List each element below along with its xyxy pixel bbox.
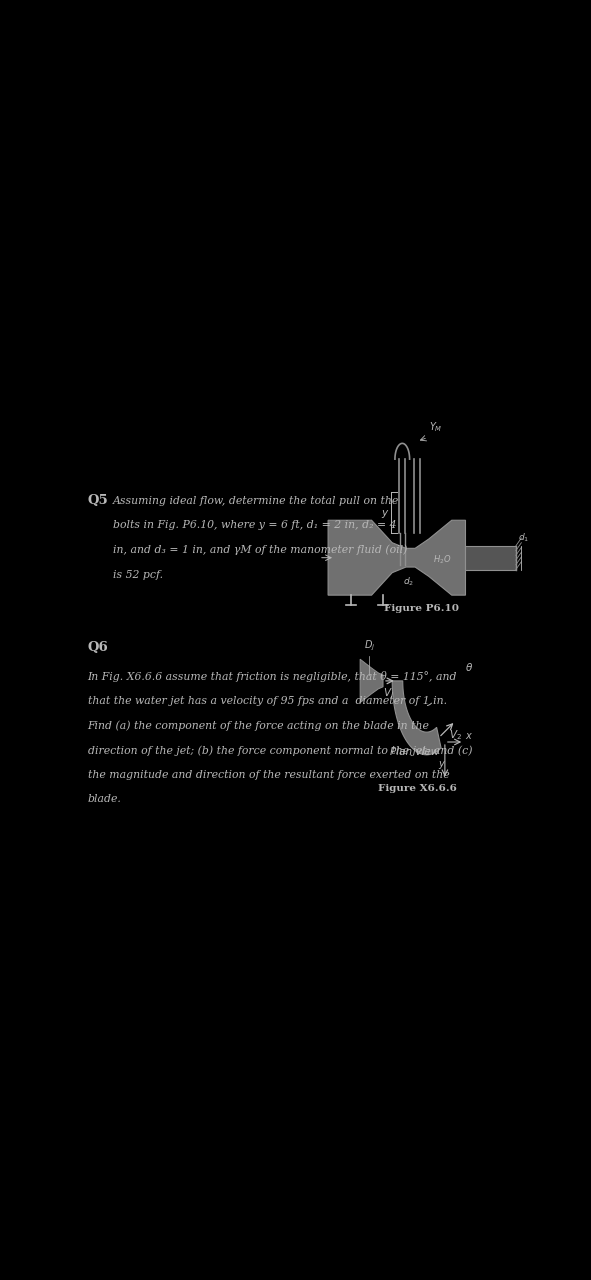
Text: $H_2O$: $H_2O$ [433,553,452,566]
Text: Assuming ideal flow, determine the total pull on the: Assuming ideal flow, determine the total… [113,495,399,506]
Text: Q6: Q6 [87,641,108,654]
Text: $V_j$: $V_j$ [384,687,395,701]
Text: the magnitude and direction of the resultant force exerted on the: the magnitude and direction of the resul… [87,769,449,780]
Polygon shape [328,520,466,595]
Text: y: y [439,759,444,769]
Text: $d_2$: $d_2$ [402,576,414,589]
Text: $D_j$: $D_j$ [363,639,375,653]
Bar [466,545,516,570]
Text: Figure P6.10: Figure P6.10 [385,604,459,613]
Polygon shape [360,659,383,703]
Text: in, and d₃ = 1 in, and γM of the manometer fluid (oil): in, and d₃ = 1 in, and γM of the manomet… [113,545,407,556]
Text: bolts in Fig. P6.10, where y = 6 ft, d₁ = 2 in, d₂ = 4: bolts in Fig. P6.10, where y = 6 ft, d₁ … [113,520,397,530]
Text: is 52 pcf.: is 52 pcf. [113,570,163,580]
Text: blade.: blade. [87,794,122,804]
Text: that the water jet has a velocity of 95 fps and a  diameter of 1 in.: that the water jet has a velocity of 95 … [87,695,447,705]
Polygon shape [392,681,441,755]
Text: $V_2$: $V_2$ [449,728,462,742]
Text: In Fig. X6.6.6 assume that friction is negligible, that θ = 115°, and: In Fig. X6.6.6 assume that friction is n… [87,671,457,682]
Text: Find (a) the component of the force acting on the blade in the: Find (a) the component of the force acti… [87,721,430,731]
Text: direction of the jet; (b) the force component normal to the jet; and (c): direction of the jet; (b) the force comp… [87,745,472,755]
Text: $\theta$: $\theta$ [466,660,473,673]
Text: Figure X6.6.6: Figure X6.6.6 [378,785,457,794]
Text: $Y_M$: $Y_M$ [429,421,443,434]
Text: Q5: Q5 [87,494,108,507]
Text: x: x [465,731,471,741]
Text: Plan view: Plan view [390,746,439,756]
Text: $d_1$: $d_1$ [518,531,530,544]
Text: y: y [381,508,388,518]
